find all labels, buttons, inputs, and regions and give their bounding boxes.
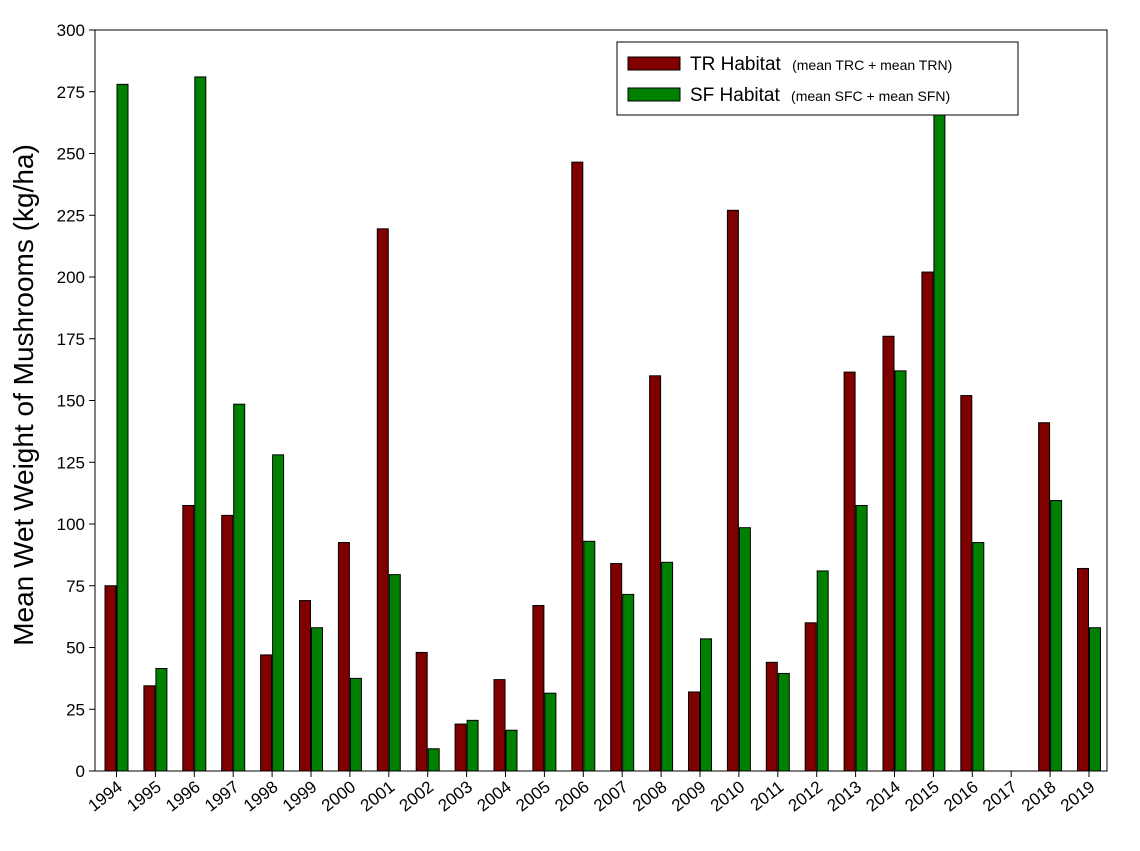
bar-sf-2019 bbox=[1089, 627, 1101, 772]
y-tick-label: 125 bbox=[57, 453, 85, 472]
bar-sf-2015 bbox=[933, 113, 946, 772]
bar-tr-1997 bbox=[221, 514, 234, 772]
y-tick-label: 150 bbox=[57, 392, 85, 411]
bar-sf-2002 bbox=[427, 748, 440, 772]
legend-label-sf: SF Habitat bbox=[690, 85, 780, 106]
y-tick-label: 50 bbox=[66, 639, 85, 658]
bar-sf-1998 bbox=[272, 454, 285, 772]
legend-swatch-tr bbox=[627, 56, 681, 71]
legend: TR Habitat (mean TRC + mean TRN) SF Habi… bbox=[616, 41, 1019, 116]
bar-sf-2003 bbox=[466, 719, 479, 772]
legend-entry-tr: TR Habitat (mean TRC + mean TRN) bbox=[690, 54, 952, 75]
y-axis-title: Mean Wet Weight of Mushrooms (kg/ha) bbox=[8, 144, 39, 646]
bar-tr-2018 bbox=[1038, 422, 1051, 772]
bar-tr-2019 bbox=[1077, 567, 1089, 772]
bar-tr-2008 bbox=[649, 375, 662, 772]
bar-sf-2010 bbox=[738, 527, 751, 772]
bar-sf-1996 bbox=[194, 76, 207, 772]
bar-tr-1999 bbox=[299, 600, 311, 772]
bar-tr-2013 bbox=[843, 371, 856, 772]
bar-tr-2001 bbox=[376, 228, 389, 772]
y-tick-label: 225 bbox=[57, 206, 85, 225]
bar-tr-2014 bbox=[882, 335, 895, 772]
bar-tr-1995 bbox=[143, 685, 156, 772]
bar-sf-1997 bbox=[233, 403, 246, 772]
legend-entry-sf: SF Habitat (mean SFC + mean SFN) bbox=[690, 85, 950, 106]
y-tick-label: 0 bbox=[76, 762, 85, 781]
bar-sf-2004 bbox=[505, 729, 518, 772]
bar-tr-2002 bbox=[415, 651, 428, 772]
bar-sf-2011 bbox=[777, 672, 790, 772]
bar-tr-1994 bbox=[104, 585, 117, 772]
bar-sf-2016 bbox=[972, 542, 985, 772]
bar-tr-2015 bbox=[921, 271, 934, 772]
y-tick-label: 275 bbox=[57, 83, 85, 102]
bar-sf-1995 bbox=[155, 667, 168, 772]
bar-sf-2000 bbox=[349, 677, 362, 772]
y-tick-label: 175 bbox=[57, 330, 85, 349]
bar-sf-2006 bbox=[583, 540, 596, 772]
bar-tr-1996 bbox=[182, 504, 195, 772]
y-tick-label: 200 bbox=[57, 268, 85, 287]
y-tick-label: 25 bbox=[66, 700, 85, 719]
bar-sf-2008 bbox=[661, 561, 674, 772]
y-axis: 0 25 50 75 100 125 150 175 200 225 250 275 300 bbox=[57, 21, 95, 781]
legend-note-sf: (mean SFC + mean SFN) bbox=[791, 88, 950, 104]
bar-sf-2001 bbox=[388, 574, 401, 772]
bar-tr-2007 bbox=[610, 563, 623, 772]
bar-sf-2005 bbox=[544, 692, 557, 772]
bar-sf-2014 bbox=[894, 370, 907, 772]
bar-sf-1994 bbox=[116, 83, 129, 772]
bar-tr-2011 bbox=[765, 661, 778, 772]
bar-sf-2018 bbox=[1050, 500, 1063, 772]
bar-sf-1999 bbox=[311, 627, 323, 772]
legend-box bbox=[616, 41, 1019, 116]
legend-note-tr: (mean TRC + mean TRN) bbox=[792, 57, 952, 73]
bar-tr-2009 bbox=[688, 691, 700, 772]
bar-sf-2009 bbox=[700, 638, 712, 772]
bar-tr-2010 bbox=[726, 209, 739, 772]
bar-tr-1998 bbox=[260, 654, 273, 772]
y-tick-label: 75 bbox=[66, 577, 85, 596]
bar-sf-2013 bbox=[855, 504, 868, 772]
y-tick-label: 300 bbox=[57, 21, 85, 40]
bar-tr-2000 bbox=[337, 542, 350, 772]
y-tick-label: 250 bbox=[57, 145, 85, 164]
bar-tr-2016 bbox=[960, 395, 973, 772]
legend-label-tr: TR Habitat bbox=[690, 54, 782, 75]
bar-tr-2004 bbox=[493, 679, 506, 772]
legend-swatch-sf bbox=[627, 87, 681, 102]
y-tick-label: 100 bbox=[57, 515, 85, 534]
bar-tr-2006 bbox=[571, 161, 584, 772]
bar-sf-2007 bbox=[622, 593, 635, 772]
bar-tr-2005 bbox=[532, 605, 545, 772]
bar-sf-2012 bbox=[816, 570, 829, 772]
bar-tr-2003 bbox=[454, 723, 467, 772]
bar-tr-2012 bbox=[804, 622, 817, 772]
